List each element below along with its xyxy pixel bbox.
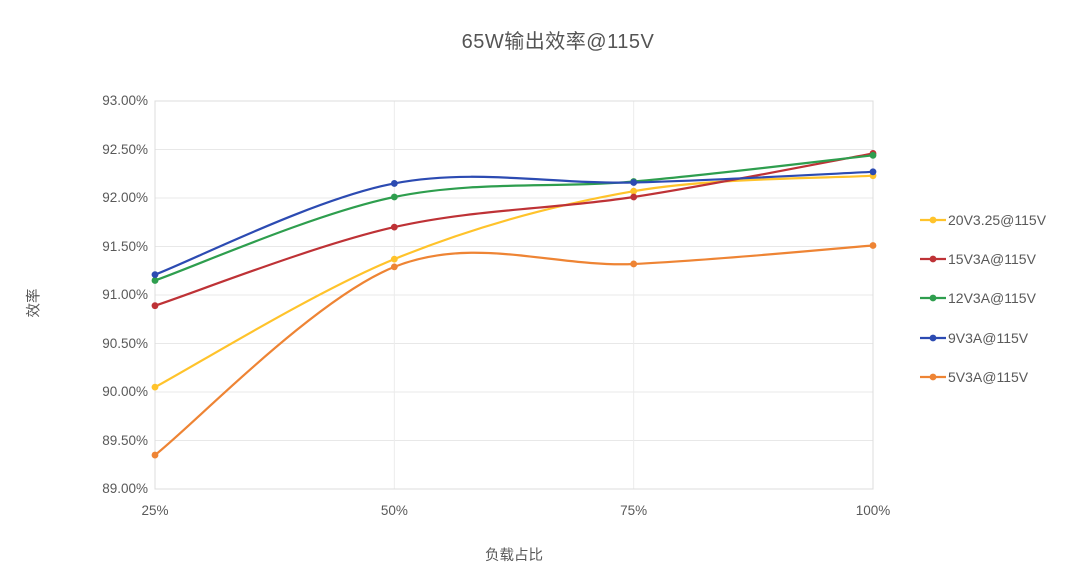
series-line-15V3A@115V [153, 152, 875, 307]
legend-marker-icon [920, 255, 946, 263]
series-line-20V3.25@115V [153, 174, 875, 389]
data-point-marker [390, 223, 398, 231]
legend-label: 9V3A@115V [948, 329, 1029, 346]
y-tick-label: 89.50% [102, 432, 148, 448]
data-point-marker [869, 168, 877, 176]
data-point-marker [390, 180, 398, 187]
x-axis-title: 负载占比 [485, 548, 543, 564]
legend-item-15V3A@115V: 15V3A@115V [920, 239, 1046, 278]
series-line-12V3A@115V [153, 154, 875, 282]
data-point-marker [630, 187, 638, 195]
legend-label: 5V3A@115V [948, 369, 1029, 386]
y-tick-label: 90.00% [102, 384, 148, 399]
data-point-marker [151, 302, 159, 310]
y-tick-label: 92.50% [102, 141, 148, 157]
chart-title: 65W输出效率@115V [461, 31, 655, 53]
data-point-marker [630, 193, 638, 201]
series-line-9V3A@115V [153, 170, 875, 276]
legend: 20V3.25@115V 15V3A@115V 12V3A@115V 9V3A@115… [920, 200, 1046, 397]
legend-item-12V3A@115V: 12V3A@115V [920, 279, 1046, 318]
data-point-marker [630, 260, 638, 268]
x-tick-label: 100% [855, 503, 891, 518]
y-tick-label: 93.00% [102, 93, 148, 108]
x-tick-label: 25% [141, 503, 169, 518]
legend-marker-icon [920, 334, 946, 342]
data-point-marker [390, 255, 398, 263]
data-point-marker [390, 263, 398, 271]
y-tick-label: 91.00% [102, 287, 148, 302]
data-point-marker [630, 179, 638, 186]
data-point-marker [151, 451, 159, 459]
legend-label: 15V3A@115V [948, 251, 1036, 268]
data-point-marker [151, 383, 159, 391]
legend-marker-icon [920, 373, 946, 381]
legend-label: 12V3A@115V [948, 290, 1036, 307]
legend-item-5V3A@115V: 5V3A@115V [920, 358, 1046, 397]
legend-item-20V3.25@115V: 20V3.25@115V [920, 200, 1046, 239]
data-point-marker [869, 242, 877, 249]
x-tick-label: 50% [380, 503, 408, 518]
legend-marker-icon [920, 295, 946, 302]
legend-marker-icon [920, 216, 946, 224]
y-axis-title: 效率 [26, 288, 43, 318]
data-point-marker [390, 193, 398, 201]
y-tick-label: 89.00% [102, 481, 148, 496]
plot-border [154, 100, 874, 490]
y-tick-label: 92.00% [102, 190, 148, 205]
data-point-marker [151, 271, 159, 279]
y-tick-label: 90.50% [102, 335, 148, 351]
data-point-marker [151, 277, 159, 284]
legend-item-9V3A@115V: 9V3A@115V [920, 318, 1046, 357]
legend-label: 20V3.25@115V [948, 211, 1047, 228]
x-tick-label: 75% [620, 503, 648, 518]
y-tick-label: 91.50% [102, 238, 148, 254]
data-point-marker [869, 151, 877, 159]
series-line-5V3A@115V [153, 244, 875, 457]
